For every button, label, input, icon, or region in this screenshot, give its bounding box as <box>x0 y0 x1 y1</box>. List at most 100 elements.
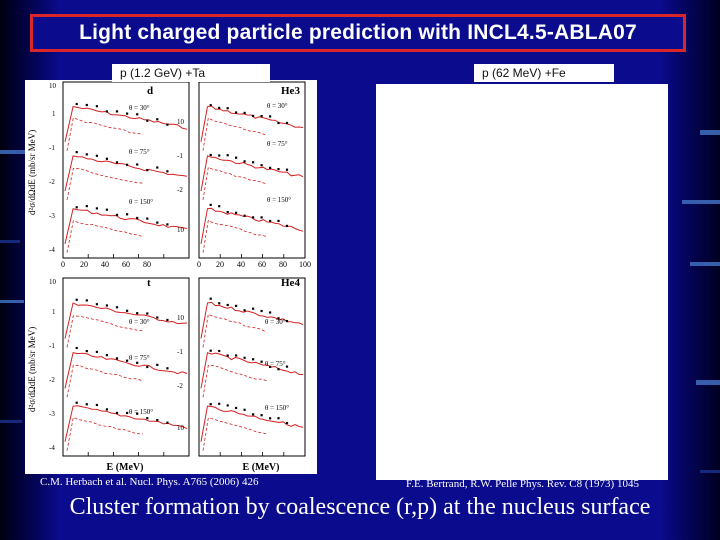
y-ticks-mid-bottom: 10 -1 -2 10 <box>177 314 185 432</box>
data-point <box>105 208 108 211</box>
right-blank-figure <box>376 84 668 480</box>
data-point <box>260 164 263 167</box>
y-ticks-mid-top: 10 -1 -2 10 <box>177 118 185 234</box>
model-curve <box>200 155 304 192</box>
data-point <box>209 153 212 157</box>
data-point <box>285 121 289 125</box>
angle-label-150-he4: θ = 150° <box>265 404 289 412</box>
data-point <box>156 316 159 319</box>
data-point <box>166 367 169 370</box>
x-tick: 40 <box>237 260 245 269</box>
y-axis-label-bottom: d²σ/dΩdE (mb/sr MeV) <box>27 327 37 412</box>
data-point <box>209 203 212 206</box>
data-point <box>126 112 129 115</box>
angle-label-150-he3: θ = 150° <box>267 196 291 204</box>
data-point <box>277 219 280 222</box>
model-curve <box>200 405 304 442</box>
data-point <box>226 154 229 157</box>
panel-label-t: t <box>147 277 151 289</box>
data-point <box>136 163 139 166</box>
data-point <box>285 168 289 171</box>
y-tick: 10 <box>49 278 57 286</box>
data-point <box>75 346 78 350</box>
decor-streak <box>0 420 22 423</box>
data-point <box>115 161 119 164</box>
decor-streak <box>690 262 720 266</box>
data-point <box>269 219 272 223</box>
conclusion-text: Cluster formation by coalescence (r,p) a… <box>69 494 651 520</box>
data-point <box>146 217 149 220</box>
model-component-curve <box>66 315 143 348</box>
data-point <box>226 107 229 110</box>
data-point <box>105 110 108 113</box>
data-point <box>260 360 263 363</box>
x-axis-label-left: E (MeV) <box>107 462 144 473</box>
data-point <box>166 421 169 424</box>
data-point <box>260 309 263 313</box>
data-point <box>95 105 98 108</box>
panel-label-d: d <box>147 85 153 97</box>
data-point <box>252 307 255 310</box>
data-point <box>75 151 78 154</box>
angle-label-150-t: θ = 150° <box>129 408 153 416</box>
data-point <box>105 354 108 357</box>
data-point <box>95 154 98 157</box>
model-curve <box>64 106 188 142</box>
decor-streak <box>700 470 720 473</box>
decor-streak <box>696 380 720 385</box>
data-point <box>218 302 221 305</box>
data-point <box>260 414 263 417</box>
y-tick: 10 <box>49 82 57 90</box>
x-tick: 40 <box>101 260 109 269</box>
data-point <box>115 110 119 113</box>
data-point <box>226 211 229 214</box>
data-point <box>115 213 119 216</box>
data-point <box>146 169 149 172</box>
data-point <box>146 365 149 369</box>
data-point <box>75 102 78 106</box>
x-tick: 80 <box>279 260 287 269</box>
model-component-curve <box>202 417 267 451</box>
data-point <box>243 160 246 163</box>
decor-streak <box>682 200 720 204</box>
data-point <box>277 317 280 320</box>
data-point <box>252 413 255 416</box>
slide-title: Light charged particle prediction with I… <box>79 21 637 44</box>
data-point <box>218 106 221 109</box>
x-ticks-top-right: 0 20 40 60 80 100 <box>197 260 311 269</box>
data-point <box>126 411 129 415</box>
y-tick: -4 <box>49 246 55 254</box>
y-tick: 10 <box>177 226 185 234</box>
data-point <box>252 216 255 219</box>
data-point <box>105 157 108 160</box>
data-point <box>85 299 88 302</box>
data-point <box>235 156 238 159</box>
data-point <box>126 309 129 312</box>
x-ticks-top-left: 0 20 40 60 80 <box>61 260 151 269</box>
decor-streak <box>0 300 24 303</box>
data-point <box>166 223 169 226</box>
angle-label-30-d: θ = 30° <box>129 104 150 112</box>
angle-label-30-he3: θ = 30° <box>267 102 288 110</box>
model-component-curve <box>202 166 267 200</box>
data-point <box>260 216 263 219</box>
data-point <box>136 216 139 220</box>
data-point <box>126 359 129 362</box>
data-point <box>136 412 139 415</box>
data-point <box>209 104 212 107</box>
data-point <box>226 404 229 407</box>
data-point <box>218 205 221 208</box>
data-point <box>95 350 98 353</box>
data-point <box>105 408 108 411</box>
data-point <box>285 224 289 227</box>
x-tick: 80 <box>143 260 151 269</box>
data-point <box>85 205 88 208</box>
data-point <box>95 303 98 306</box>
data-point <box>235 211 238 214</box>
decor-streak <box>0 150 26 154</box>
y-tick: -1 <box>177 152 183 160</box>
data-point <box>166 318 169 322</box>
y-tick: -1 <box>177 348 183 356</box>
data-point <box>105 304 108 307</box>
data-point <box>269 311 272 314</box>
